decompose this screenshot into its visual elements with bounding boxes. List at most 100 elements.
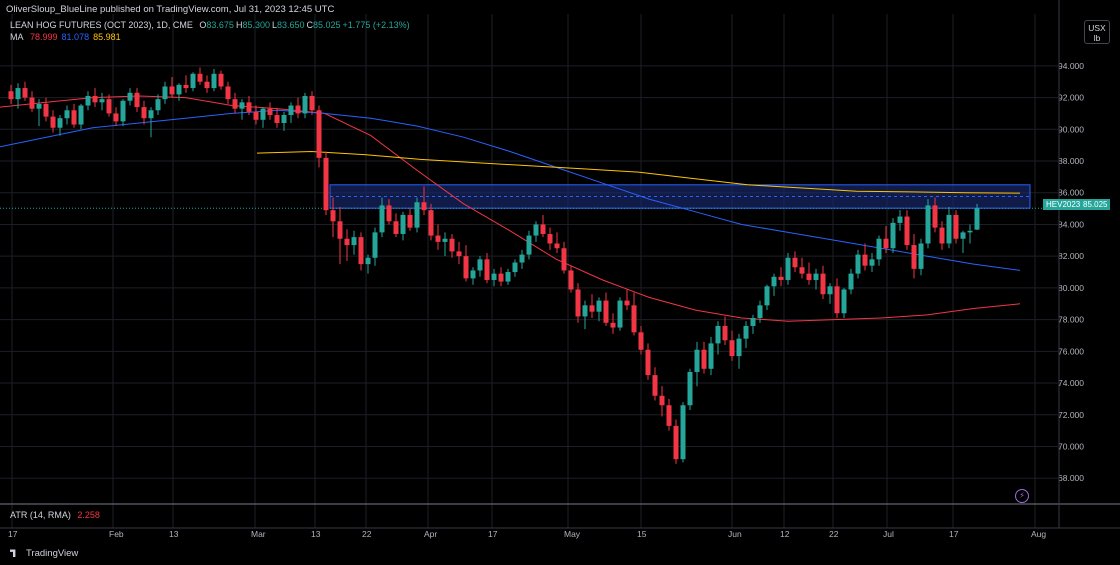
tradingview-icon — [10, 549, 16, 558]
candle-body — [134, 92, 140, 108]
candle-body — [463, 256, 469, 279]
candle-body — [701, 349, 707, 369]
candle-body — [169, 86, 175, 95]
candle-body — [323, 157, 329, 211]
ma-legend: MA 78.999 81.078 85.981 — [10, 32, 129, 42]
candle-body — [85, 95, 91, 106]
candle-body — [57, 118, 63, 128]
candle-body — [540, 224, 546, 234]
candle-body — [890, 222, 896, 249]
candle-body — [897, 216, 903, 223]
candle-body — [64, 110, 70, 119]
candle-body — [148, 110, 154, 119]
candle-body — [470, 270, 476, 279]
time-tick-label: Apr — [424, 529, 437, 539]
candle-body — [400, 214, 406, 234]
candle-body — [15, 88, 21, 100]
symbol-legend: LEAN HOG FUTURES (OCT 2023), 1D, CME O83… — [10, 20, 416, 30]
candle-body — [617, 300, 623, 328]
candle-body — [351, 237, 357, 246]
candle-body — [792, 257, 798, 268]
candle-body — [589, 305, 595, 312]
candle-body — [379, 205, 385, 233]
ohlc-item: L83.650 — [272, 20, 305, 30]
candle-body — [302, 95, 308, 114]
candle-body — [491, 273, 497, 280]
candle-body — [239, 102, 245, 109]
candle-body — [414, 202, 420, 228]
tradingview-logo[interactable]: TradingView — [10, 548, 78, 559]
moving-averages — [0, 95, 1021, 322]
candle-body — [43, 103, 49, 117]
ohlc-label: O — [199, 20, 207, 30]
candle-body — [764, 286, 770, 306]
candle-body — [939, 227, 945, 244]
price-tick-label: 82.000 — [1058, 251, 1084, 261]
resistance-zone — [0, 184, 1059, 209]
brand-name: TradingView — [26, 548, 79, 559]
ohlc-label: C — [306, 20, 314, 30]
price-tick-label: 92.000 — [1058, 93, 1084, 103]
candle-body — [358, 237, 364, 265]
candle-body — [309, 95, 315, 111]
time-tick-label: 22 — [362, 529, 372, 539]
candle-body — [386, 205, 392, 222]
candle-body — [246, 102, 252, 112]
time-tick-label: Feb — [109, 529, 124, 539]
candle-body — [652, 375, 658, 396]
ma-values: 78.999 81.078 85.981 — [30, 32, 125, 42]
candle-body — [582, 305, 588, 317]
candle-body — [568, 270, 574, 290]
candles — [8, 67, 980, 464]
candle-body — [477, 259, 483, 271]
candle-body — [344, 238, 350, 246]
candle-body — [813, 273, 819, 280]
candle-body — [330, 210, 336, 222]
candle-body — [281, 115, 287, 123]
candle-body — [260, 108, 266, 120]
atr-name: ATR (14, RMA) — [10, 510, 71, 520]
ohlc-item: O83.675 — [199, 20, 234, 30]
price-tick-label: 88.000 — [1058, 156, 1084, 166]
candle-body — [561, 248, 567, 271]
unit-button[interactable]: USX lb — [1084, 20, 1110, 44]
candle-body — [554, 243, 560, 249]
candle-body — [288, 105, 294, 116]
candle-body — [456, 251, 462, 257]
candle-body — [407, 214, 413, 228]
lightning-icon[interactable]: ⚡ — [1015, 489, 1029, 503]
candle-body — [113, 113, 119, 122]
ohlc-values: O83.675 H85.300 L83.650 C85.025 +1.775 (+2.1… — [199, 20, 411, 30]
grid — [0, 14, 1058, 528]
ma-value: 78.999 — [30, 32, 58, 42]
candle-body — [904, 216, 910, 246]
candle-body — [750, 318, 756, 326]
price-tick-label: 76.000 — [1058, 346, 1084, 356]
price-tick-label: 70.000 — [1058, 441, 1084, 451]
candle-body — [36, 103, 42, 109]
candle-body — [694, 349, 700, 372]
candle-body — [855, 254, 861, 274]
price-tick-label: 80.000 — [1058, 283, 1084, 293]
ma-label: MA — [10, 32, 24, 42]
candle-body — [365, 257, 371, 265]
candle-body — [183, 84, 189, 89]
time-tick-label: May — [564, 529, 581, 539]
price-tick-label: 74.000 — [1058, 378, 1084, 388]
candle-body — [225, 86, 231, 100]
time-tick-label: 17 — [488, 529, 498, 539]
candle-body — [372, 232, 378, 258]
candle-body — [519, 254, 525, 263]
ohlc-value: 83.650 — [276, 20, 305, 30]
candle-body — [106, 99, 112, 114]
candle-body — [722, 325, 728, 341]
ma-line — [256, 150, 1021, 194]
candle-body — [8, 91, 14, 100]
candle-body — [869, 259, 875, 266]
candle-body — [512, 262, 518, 273]
atr-value: 2.258 — [77, 510, 100, 520]
candle-body — [603, 300, 609, 323]
candle-body — [316, 110, 322, 158]
